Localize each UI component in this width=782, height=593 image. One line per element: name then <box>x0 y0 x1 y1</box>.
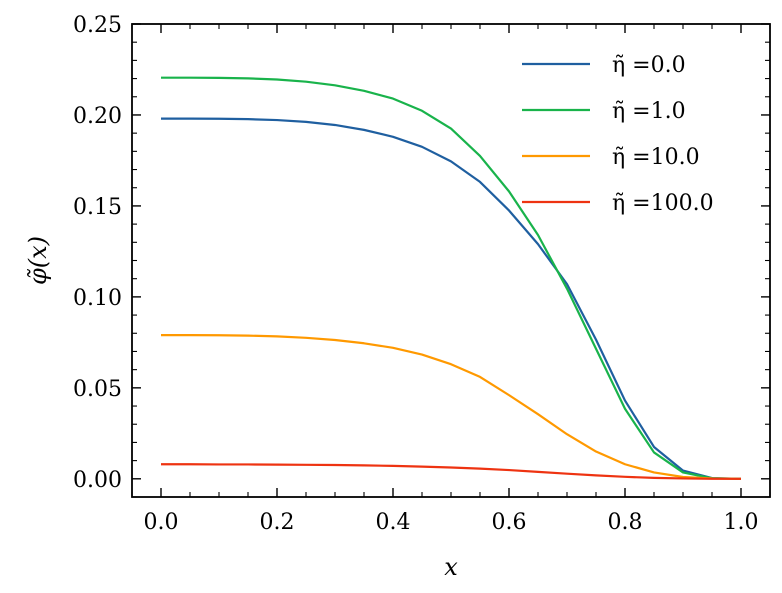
legend-label: η̃ =0.0 <box>612 53 686 78</box>
x-tick-label: 0.4 <box>376 510 411 535</box>
legend-label: η̃ =1.0 <box>612 99 686 124</box>
series-line-1 <box>161 76 742 480</box>
series-line-2 <box>161 333 742 480</box>
series-line-3 <box>161 463 741 480</box>
y-axis-label: φ̃(x) <box>24 236 52 285</box>
plot-lines <box>161 76 742 480</box>
x-tick-label: 0.8 <box>608 510 643 535</box>
y-tick-label: 0.10 <box>73 286 122 311</box>
plot-frame <box>131 23 771 498</box>
axis-ticks <box>131 23 771 498</box>
x-tick-label: 0.0 <box>144 510 179 535</box>
y-tick-label: 0.15 <box>73 195 122 220</box>
legend-label: η̃ =10.0 <box>612 145 700 170</box>
y-tick-label: 0.20 <box>73 104 122 129</box>
x-axis-label: x <box>444 553 458 581</box>
x-tick-label: 0.2 <box>260 510 295 535</box>
x-tick-label: 1.0 <box>724 510 759 535</box>
y-tick-label: 0.05 <box>73 377 122 402</box>
x-tick-label: 0.6 <box>492 510 527 535</box>
tick-labels: 0.0 0.2 0.4 0.6 0.8 1.0 0.00 0.05 0.10 0.15 0.20 0.… <box>73 13 758 535</box>
legend: η̃ =0.0 η̃ =1.0 η̃ =10.0 η̃ =100.0 <box>522 53 714 216</box>
legend-label: η̃ =100.0 <box>612 191 714 216</box>
y-tick-label: 0.25 <box>73 13 122 38</box>
y-tick-label: 0.00 <box>73 468 122 493</box>
series-line-0 <box>161 117 742 480</box>
